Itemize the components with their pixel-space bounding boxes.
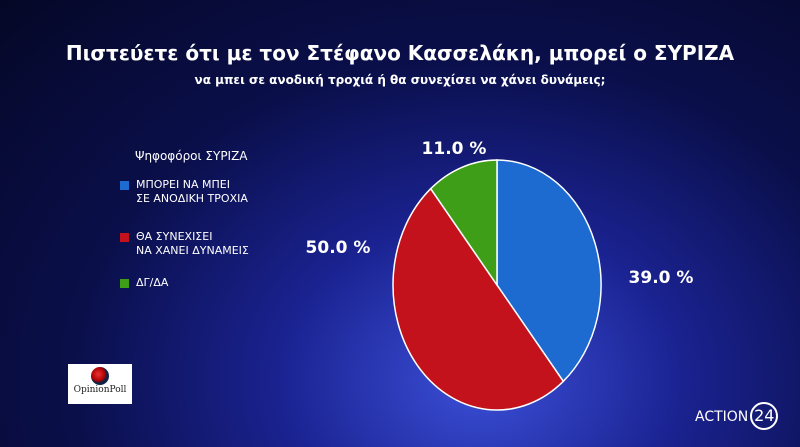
legend-label: ΜΠΟΡΕΙ ΝΑ ΜΠΕΙ ΣΕ ΑΝΟΔΙΚΗ ΤΡΟΧΙΑ — [136, 178, 248, 205]
legend-swatch — [120, 181, 129, 190]
value-label: 11.0 % — [422, 139, 487, 159]
value-label: 50.0 % — [306, 238, 371, 258]
legend-item: ΜΠΟΡΕΙ ΝΑ ΜΠΕΙ ΣΕ ΑΝΟΔΙΚΗ ΤΡΟΧΙΑ — [120, 178, 248, 206]
legend-item: ΔΓ/ΔΑ — [120, 276, 168, 290]
channel-name: ACTION — [695, 409, 749, 425]
pie-slice — [429, 159, 498, 288]
channel-number: 24 — [750, 402, 779, 430]
channel-logo: ACTION 24 — [695, 402, 779, 430]
legend-label: ΘΑ ΣΥΝΕΧΙΣΕΙ ΝΑ ΧΑΝΕΙ ΔΥΝΑΜΕΙΣ — [136, 230, 249, 257]
pie-slice — [496, 159, 602, 383]
value-label: 39.0 % — [629, 268, 694, 288]
pollster-name: OpinionPoll — [73, 385, 127, 395]
legend-swatch — [120, 233, 129, 242]
chart-title: Πιστεύετε ότι με τον Στέφανο Κασσελάκη, … — [66, 41, 735, 65]
legend-item: ΘΑ ΣΥΝΕΧΙΣΕΙ ΝΑ ΧΑΝΕΙ ΔΥΝΑΜΕΙΣ — [120, 230, 249, 258]
pollster-logo: OpinionPoll — [68, 364, 132, 404]
legend-title: Ψηφοφόροι ΣΥΡΙΖΑ — [135, 149, 248, 163]
logo-mark — [91, 367, 109, 385]
legend-label: ΔΓ/ΔΑ — [136, 276, 169, 289]
legend-swatch — [120, 279, 129, 288]
chart-subtitle: να μπει σε ανοδική τροχιά ή θα συνεχίσει… — [195, 73, 606, 87]
pie-slice — [392, 187, 565, 411]
